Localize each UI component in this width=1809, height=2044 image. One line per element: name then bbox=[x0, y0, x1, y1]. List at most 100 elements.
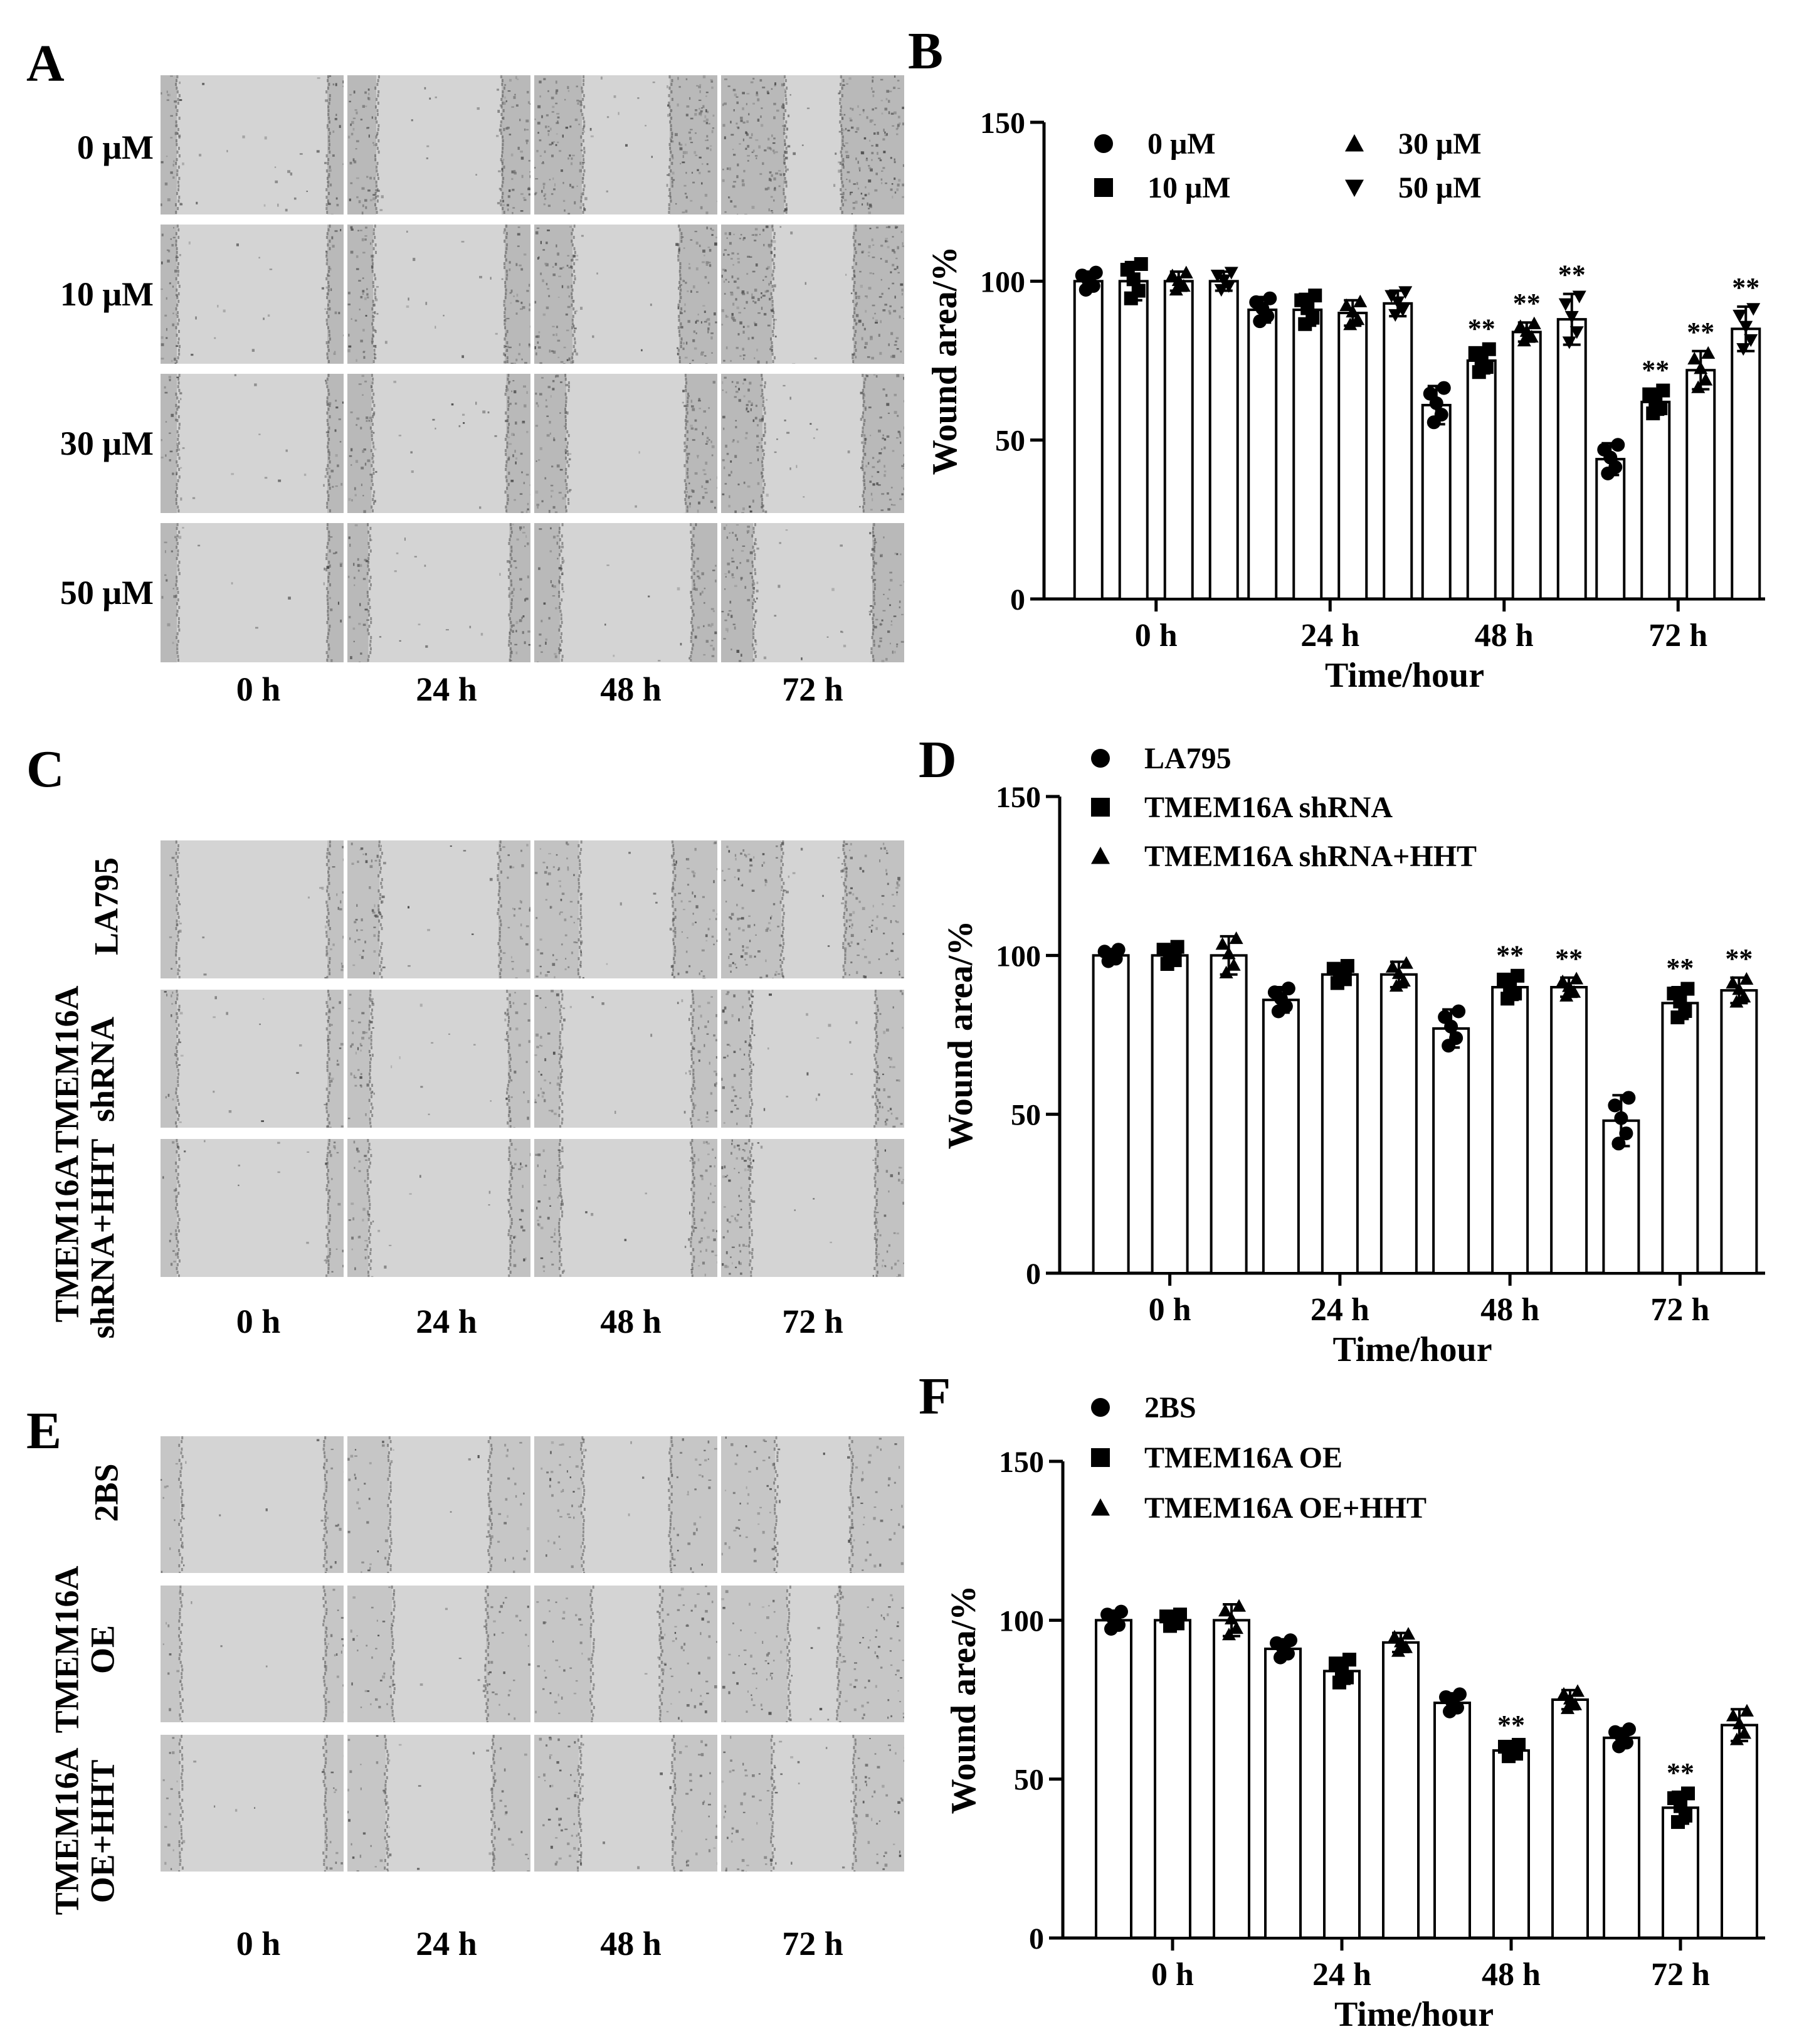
x-tick-label-b-3: 72 h bbox=[1648, 618, 1707, 654]
point-b-3-3-4 bbox=[1739, 320, 1753, 334]
point-f-1-1-4 bbox=[1335, 1663, 1349, 1677]
bar-b-0-1 bbox=[1118, 280, 1149, 600]
bar-f-1-0 bbox=[1264, 1647, 1302, 1940]
image-tile-c-r2-c1 bbox=[347, 1139, 530, 1277]
point-d-0-2-4 bbox=[1221, 946, 1236, 960]
y-axis-label-b: Wound area/% bbox=[926, 246, 964, 475]
point-f-2-1-4 bbox=[1504, 1743, 1518, 1757]
bar-d-0-0 bbox=[1092, 954, 1130, 1275]
row-label-a-3: 50 μM bbox=[60, 574, 154, 612]
bar-b-3-1 bbox=[1640, 400, 1671, 600]
chart-f: 0 50 100 150 Wound area/% Time/hour 0 h 24 h 48 … bbox=[944, 1391, 1765, 2034]
point-b-2-3-1 bbox=[1569, 326, 1584, 339]
point-d-3-2-2 bbox=[1729, 995, 1744, 1008]
image-tile-a-r3-c3 bbox=[721, 523, 904, 662]
point-f-2-2-4 bbox=[1563, 1692, 1577, 1705]
legend-label-b-3: 50 μM bbox=[1398, 171, 1482, 204]
point-b-0-2-0 bbox=[1165, 268, 1179, 282]
image-tile-c-r1-c3 bbox=[721, 990, 904, 1128]
image-tile-a-r3-c2 bbox=[534, 523, 717, 662]
image-tile-e-r2-c0 bbox=[161, 1735, 344, 1872]
point-d-0-0-4 bbox=[1104, 948, 1118, 962]
bar-b-2-1 bbox=[1466, 359, 1497, 600]
point-b-3-3-1 bbox=[1744, 334, 1758, 347]
point-f-3-1-3 bbox=[1681, 1786, 1695, 1801]
point-b-3-0-4 bbox=[1603, 450, 1618, 465]
panel-label-f: F bbox=[919, 1367, 951, 1426]
point-b-3-0-2 bbox=[1601, 466, 1615, 480]
image-tile-a-r0-c2 bbox=[534, 75, 717, 214]
bar-f-3-0 bbox=[1603, 1736, 1640, 1940]
legend-label-b-1: 10 μM bbox=[1147, 171, 1231, 204]
point-b-2-0-3 bbox=[1437, 381, 1451, 395]
point-d-1-2-1 bbox=[1396, 973, 1411, 987]
bar-f-0-2 bbox=[1213, 1619, 1250, 1939]
point-f-3-2-1 bbox=[1738, 1726, 1751, 1739]
point-f-0-2-1 bbox=[1230, 1621, 1243, 1634]
significance-b-2-1: ** bbox=[1468, 314, 1495, 344]
point-b-0-3-0 bbox=[1210, 270, 1225, 283]
point-b-0-1-4 bbox=[1126, 272, 1141, 287]
image-tile-c-r0-c0 bbox=[161, 840, 344, 978]
legend-marker-d-1 bbox=[1091, 798, 1110, 817]
point-b-0-3-3 bbox=[1224, 267, 1238, 280]
point-d-1-2-4 bbox=[1391, 966, 1406, 979]
point-b-2-2-0 bbox=[1513, 319, 1527, 332]
point-f-1-2-3 bbox=[1401, 1627, 1415, 1640]
y-tick-label-b-1: 50 bbox=[995, 425, 1025, 458]
row-label-a-0: 0 μM bbox=[76, 129, 154, 166]
image-tile-a-r0-c1 bbox=[347, 75, 530, 214]
point-b-2-0-2 bbox=[1427, 415, 1441, 430]
point-b-0-2-4 bbox=[1171, 273, 1186, 286]
image-tile-a-r2-c2 bbox=[534, 374, 717, 513]
legend-f: 2BS TMEM16A OE TMEM16A OE+HHT bbox=[1091, 1391, 1427, 1525]
x-tick-label-d-3: 72 h bbox=[1650, 1292, 1709, 1328]
point-f-0-2-2 bbox=[1222, 1628, 1236, 1641]
bar-b-1-3 bbox=[1383, 302, 1413, 600]
point-f-1-2-0 bbox=[1388, 1629, 1401, 1643]
point-f-3-2-0 bbox=[1726, 1708, 1740, 1722]
x-tick-label-f-1: 24 h bbox=[1312, 1957, 1371, 1993]
legend-label-b-2: 30 μM bbox=[1398, 127, 1482, 161]
point-d-0-2-2 bbox=[1219, 965, 1233, 978]
point-b-0-3-2 bbox=[1214, 283, 1228, 297]
point-b-3-3-2 bbox=[1736, 343, 1751, 356]
point-b-1-3-0 bbox=[1384, 290, 1399, 303]
bar-b-0-0 bbox=[1073, 280, 1104, 600]
point-b-2-3-2 bbox=[1562, 336, 1576, 349]
point-f-0-1-4 bbox=[1166, 1612, 1179, 1627]
point-b-1-1-4 bbox=[1300, 301, 1315, 315]
y-tick-label-b-0: 0 bbox=[1010, 583, 1025, 617]
point-b-1-0-2 bbox=[1253, 314, 1267, 329]
point-d-0-2-1 bbox=[1226, 958, 1241, 971]
image-tile-e-r2-c1 bbox=[347, 1735, 530, 1872]
col-label-e-1: 24 h bbox=[416, 1925, 477, 1962]
y-tick-label-f-2: 100 bbox=[999, 1604, 1044, 1638]
bar-f-0-0 bbox=[1095, 1619, 1132, 1939]
bar-f-3-1 bbox=[1662, 1806, 1699, 1939]
y-tick-label-b-3: 150 bbox=[980, 107, 1025, 140]
bar-b-0-3 bbox=[1208, 280, 1239, 600]
image-tile-e-r1-c2 bbox=[534, 1586, 717, 1722]
row-label-a-2: 30 μM bbox=[60, 425, 154, 462]
x-axis-label-b: Time/hour bbox=[1325, 656, 1484, 695]
point-d-1-1-4 bbox=[1332, 966, 1347, 981]
panel-label-a: A bbox=[26, 34, 65, 93]
point-b-3-2-4 bbox=[1694, 361, 1708, 374]
x-axis-label-f: Time/hour bbox=[1334, 1995, 1494, 2034]
point-b-3-2-3 bbox=[1701, 346, 1716, 359]
col-label-a-3: 72 h bbox=[782, 670, 843, 708]
point-b-2-3-4 bbox=[1564, 310, 1579, 324]
bar-d-3-2 bbox=[1720, 989, 1758, 1274]
image-tile-c-r1-c2 bbox=[534, 990, 717, 1128]
legend-label-d-2: TMEM16A shRNA+HHT bbox=[1144, 840, 1477, 873]
bar-f-3-2 bbox=[1721, 1724, 1758, 1940]
image-tile-c-r2-c0 bbox=[161, 1139, 344, 1277]
point-d-2-2-2 bbox=[1559, 988, 1574, 1002]
image-tile-c-r1-c1 bbox=[347, 990, 530, 1128]
x-tick-label-d-0: 0 h bbox=[1149, 1292, 1191, 1328]
point-d-2-1-2 bbox=[1500, 992, 1515, 1006]
legend-marker-f-0 bbox=[1091, 1398, 1110, 1417]
bar-f-1-2 bbox=[1382, 1641, 1420, 1940]
